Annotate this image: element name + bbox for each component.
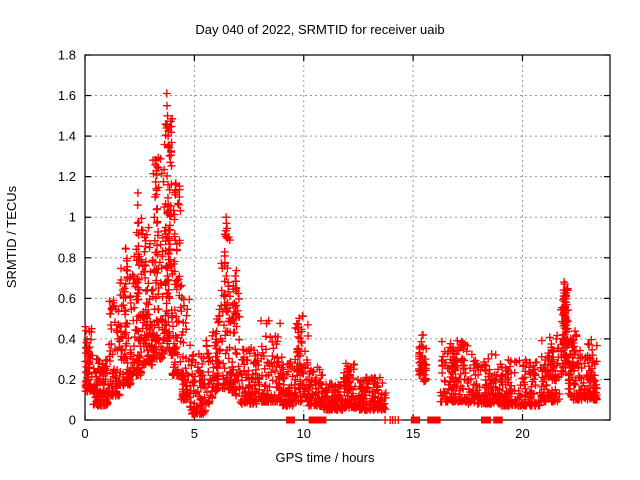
x-tick-label: 0 xyxy=(81,426,88,441)
grid-lines xyxy=(85,55,610,420)
zero-run-marker xyxy=(308,416,318,424)
y-tick-labels: 0 0.2 0.4 0.6 0.8 1 1.2 1.4 1.6 1.8 xyxy=(58,48,76,428)
y-tick-label: 1 xyxy=(69,210,76,225)
zero-run-marker xyxy=(481,416,491,424)
x-tick-label: 20 xyxy=(515,426,529,441)
x-axis-label: GPS time / hours xyxy=(276,450,375,465)
x-tick-label: 15 xyxy=(406,426,420,441)
chart-title: Day 040 of 2022, SRMTID for receiver uai… xyxy=(195,22,444,37)
plot-border xyxy=(84,54,611,421)
y-axis-label: SRMTID / TECUs xyxy=(4,185,19,288)
zero-run-marker xyxy=(316,416,327,424)
y-tick-label: 0.2 xyxy=(58,372,76,387)
scatter-points xyxy=(81,89,601,424)
y-tick-label: 1.2 xyxy=(58,169,76,184)
x-tick-labels: 0 5 10 15 20 xyxy=(81,426,529,441)
zero-run-marker xyxy=(427,416,436,424)
x-tick-label: 5 xyxy=(191,426,198,441)
y-tick-label: 1.8 xyxy=(58,48,76,63)
y-tick-label: 0.6 xyxy=(58,291,76,306)
y-tick-label: 0.4 xyxy=(58,331,76,346)
zero-run-marker xyxy=(286,416,295,424)
zero-value-markers xyxy=(286,416,503,424)
y-tick-label: 0.8 xyxy=(58,250,76,265)
zero-run-marker xyxy=(410,416,421,424)
y-tick-label: 0 xyxy=(69,413,76,428)
zero-run-marker xyxy=(493,416,503,424)
y-tick-label: 1.6 xyxy=(58,88,76,103)
x-tick-label: 10 xyxy=(297,426,311,441)
zero-run-marker xyxy=(432,416,441,424)
y-tick-label: 1.4 xyxy=(58,129,76,144)
